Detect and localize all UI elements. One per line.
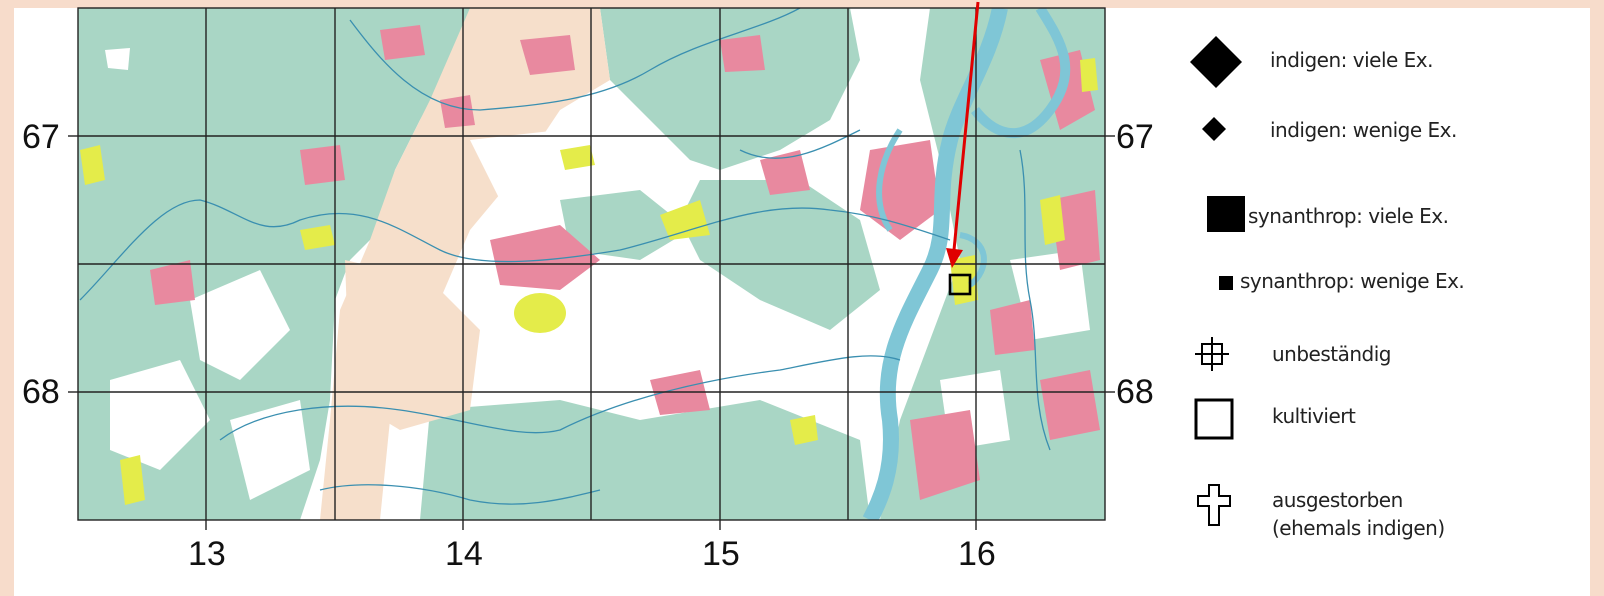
column-label-15: 15	[702, 535, 740, 573]
map-grid	[77, 7, 1106, 521]
cultivated-occurrence-marker	[948, 273, 972, 296]
row-label-68-left: 68	[22, 373, 60, 411]
forest-south	[420, 400, 870, 520]
right-margin	[1590, 0, 1604, 596]
small-diamond-icon	[1202, 117, 1226, 141]
forest-center	[680, 180, 880, 330]
legend-synanthrop-viele: synanthrop: viele Ex.	[1248, 204, 1449, 228]
river-loop-north	[971, 8, 1071, 138]
forest-north	[600, 8, 860, 170]
pointer-arrow	[946, 1, 980, 268]
grid-ticks	[68, 135, 1115, 530]
large-diamond-icon	[1190, 36, 1242, 88]
row-label-67-left: 67	[22, 118, 60, 156]
open-land-patch	[345, 260, 480, 430]
main-river	[862, 8, 1008, 520]
clearings	[105, 48, 1090, 500]
legend-ausgestorben: ausgestorben	[1272, 488, 1403, 512]
row-label-67-right: 67	[1116, 118, 1154, 156]
row-label-68-right: 68	[1116, 373, 1154, 411]
legend-synanthrop-wenige: synanthrop: wenige Ex.	[1240, 269, 1465, 293]
legend-kultiviert: kultiviert	[1272, 404, 1356, 428]
legend-ehemals-indigen: (ehemals indigen)	[1272, 516, 1445, 540]
left-margin	[0, 0, 14, 596]
legend-unbestaendig: unbeständig	[1272, 342, 1392, 366]
column-label-16: 16	[958, 535, 996, 573]
open-square-icon	[1194, 398, 1234, 440]
large-square-icon	[1207, 196, 1245, 232]
forest-patch	[560, 190, 690, 260]
column-label-14: 14	[445, 535, 483, 573]
top-margin	[0, 0, 1604, 8]
legend-indigen-wenige: indigen: wenige Ex.	[1270, 118, 1457, 142]
crosshair-icon	[1195, 337, 1229, 371]
small-square-icon	[1219, 276, 1233, 290]
yellow-areas	[80, 58, 1098, 505]
legend-indigen-viele: indigen: viele Ex.	[1270, 48, 1434, 72]
cross-icon	[1197, 484, 1231, 526]
column-label-13: 13	[188, 535, 226, 573]
